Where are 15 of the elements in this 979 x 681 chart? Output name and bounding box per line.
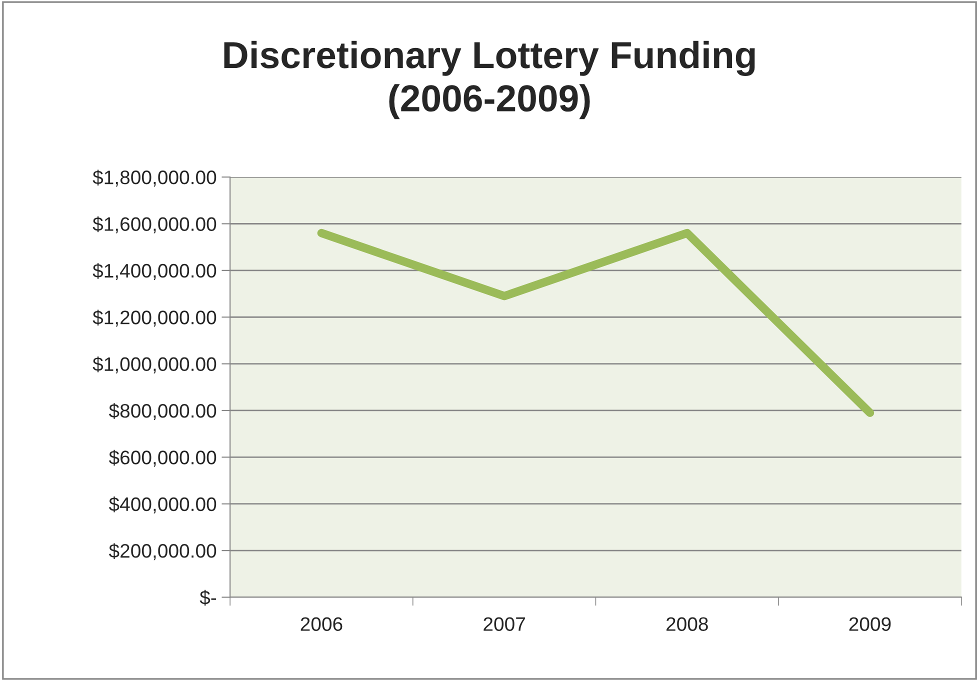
x-tick-label: 2007 <box>484 617 525 631</box>
chart-title: Discretionary Lottery Funding (2006-2009) <box>224 40 755 120</box>
x-tick-label: 2008 <box>666 617 708 631</box>
y-tick-label: $1,400,000.00 <box>92 263 216 280</box>
y-tick-label: $400,000.00 <box>108 496 216 514</box>
x-tick-label: 2006 <box>300 617 342 631</box>
y-tick-label: $1,200,000.00 <box>92 310 216 327</box>
y-tick-label: $1,600,000.00 <box>92 216 216 234</box>
y-tick-label: $1,800,000.00 <box>92 170 216 187</box>
y-tick-label: $1,000,000.00 <box>92 356 216 374</box>
y-tick-label: $- <box>200 590 216 606</box>
y-tick-label: $800,000.00 <box>108 403 216 420</box>
y-tick-label: $200,000.00 <box>108 543 216 560</box>
y-tick-label: $600,000.00 <box>108 450 216 467</box>
x-tick-label: 2009 <box>849 617 891 631</box>
